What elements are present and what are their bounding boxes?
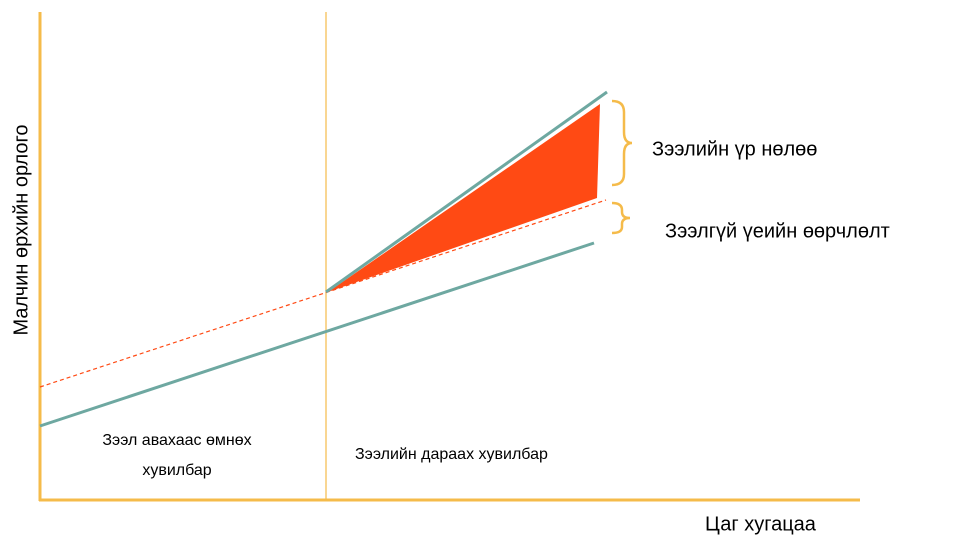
change-label: Зээлгүй үеийн өөрчлөлт [665, 220, 890, 242]
effect-brace [611, 99, 633, 187]
x-axis-label: Цаг хугацаа [705, 513, 817, 535]
baseline-line [39, 241, 595, 428]
counterfactual-line [39, 199, 607, 388]
change-brace [611, 201, 631, 235]
region-label: хувилбар [142, 462, 211, 479]
region-label: Зээлийн дараах хувилбар [355, 446, 548, 463]
y-axis-label: Малчин өрхийн орлого [10, 125, 32, 336]
effect-area [328, 104, 600, 292]
region-label: Зээл авахаас өмнөх [102, 432, 251, 449]
loan-line [325, 90, 608, 294]
effect-label: Зээлийн үр нөлөө [652, 138, 817, 160]
